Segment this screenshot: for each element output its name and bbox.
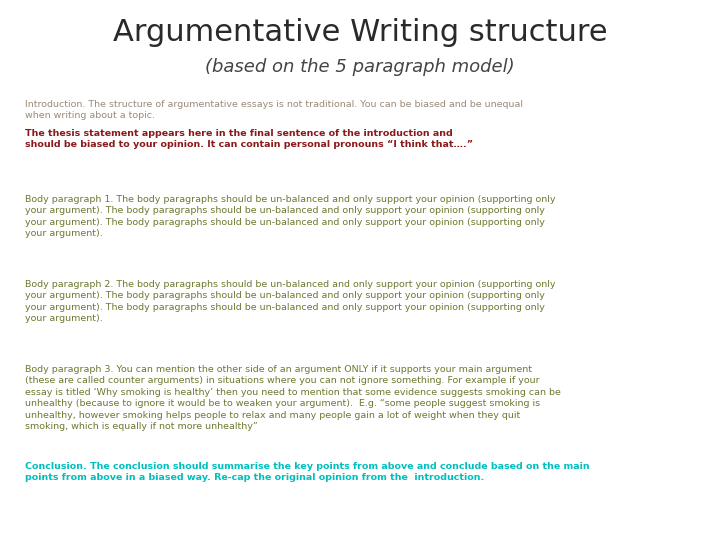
Text: Introduction. The structure of argumentative essays is not traditional. You can : Introduction. The structure of argumenta… bbox=[25, 100, 523, 120]
Text: Body paragraph 2. The body paragraphs should be un-balanced and only support you: Body paragraph 2. The body paragraphs sh… bbox=[25, 280, 556, 323]
Text: Body paragraph 1. The body paragraphs should be un-balanced and only support you: Body paragraph 1. The body paragraphs sh… bbox=[25, 195, 556, 238]
Text: The thesis statement appears here in the final sentence of the introduction and
: The thesis statement appears here in the… bbox=[25, 129, 473, 150]
Text: Argumentative Writing structure: Argumentative Writing structure bbox=[113, 18, 607, 47]
Text: Body paragraph 3. You can mention the other side of an argument ONLY if it suppo: Body paragraph 3. You can mention the ot… bbox=[25, 365, 561, 431]
Text: Conclusion. The conclusion should summarise the key points from above and conclu: Conclusion. The conclusion should summar… bbox=[25, 462, 590, 482]
Text: (based on the 5 paragraph model): (based on the 5 paragraph model) bbox=[205, 58, 515, 76]
